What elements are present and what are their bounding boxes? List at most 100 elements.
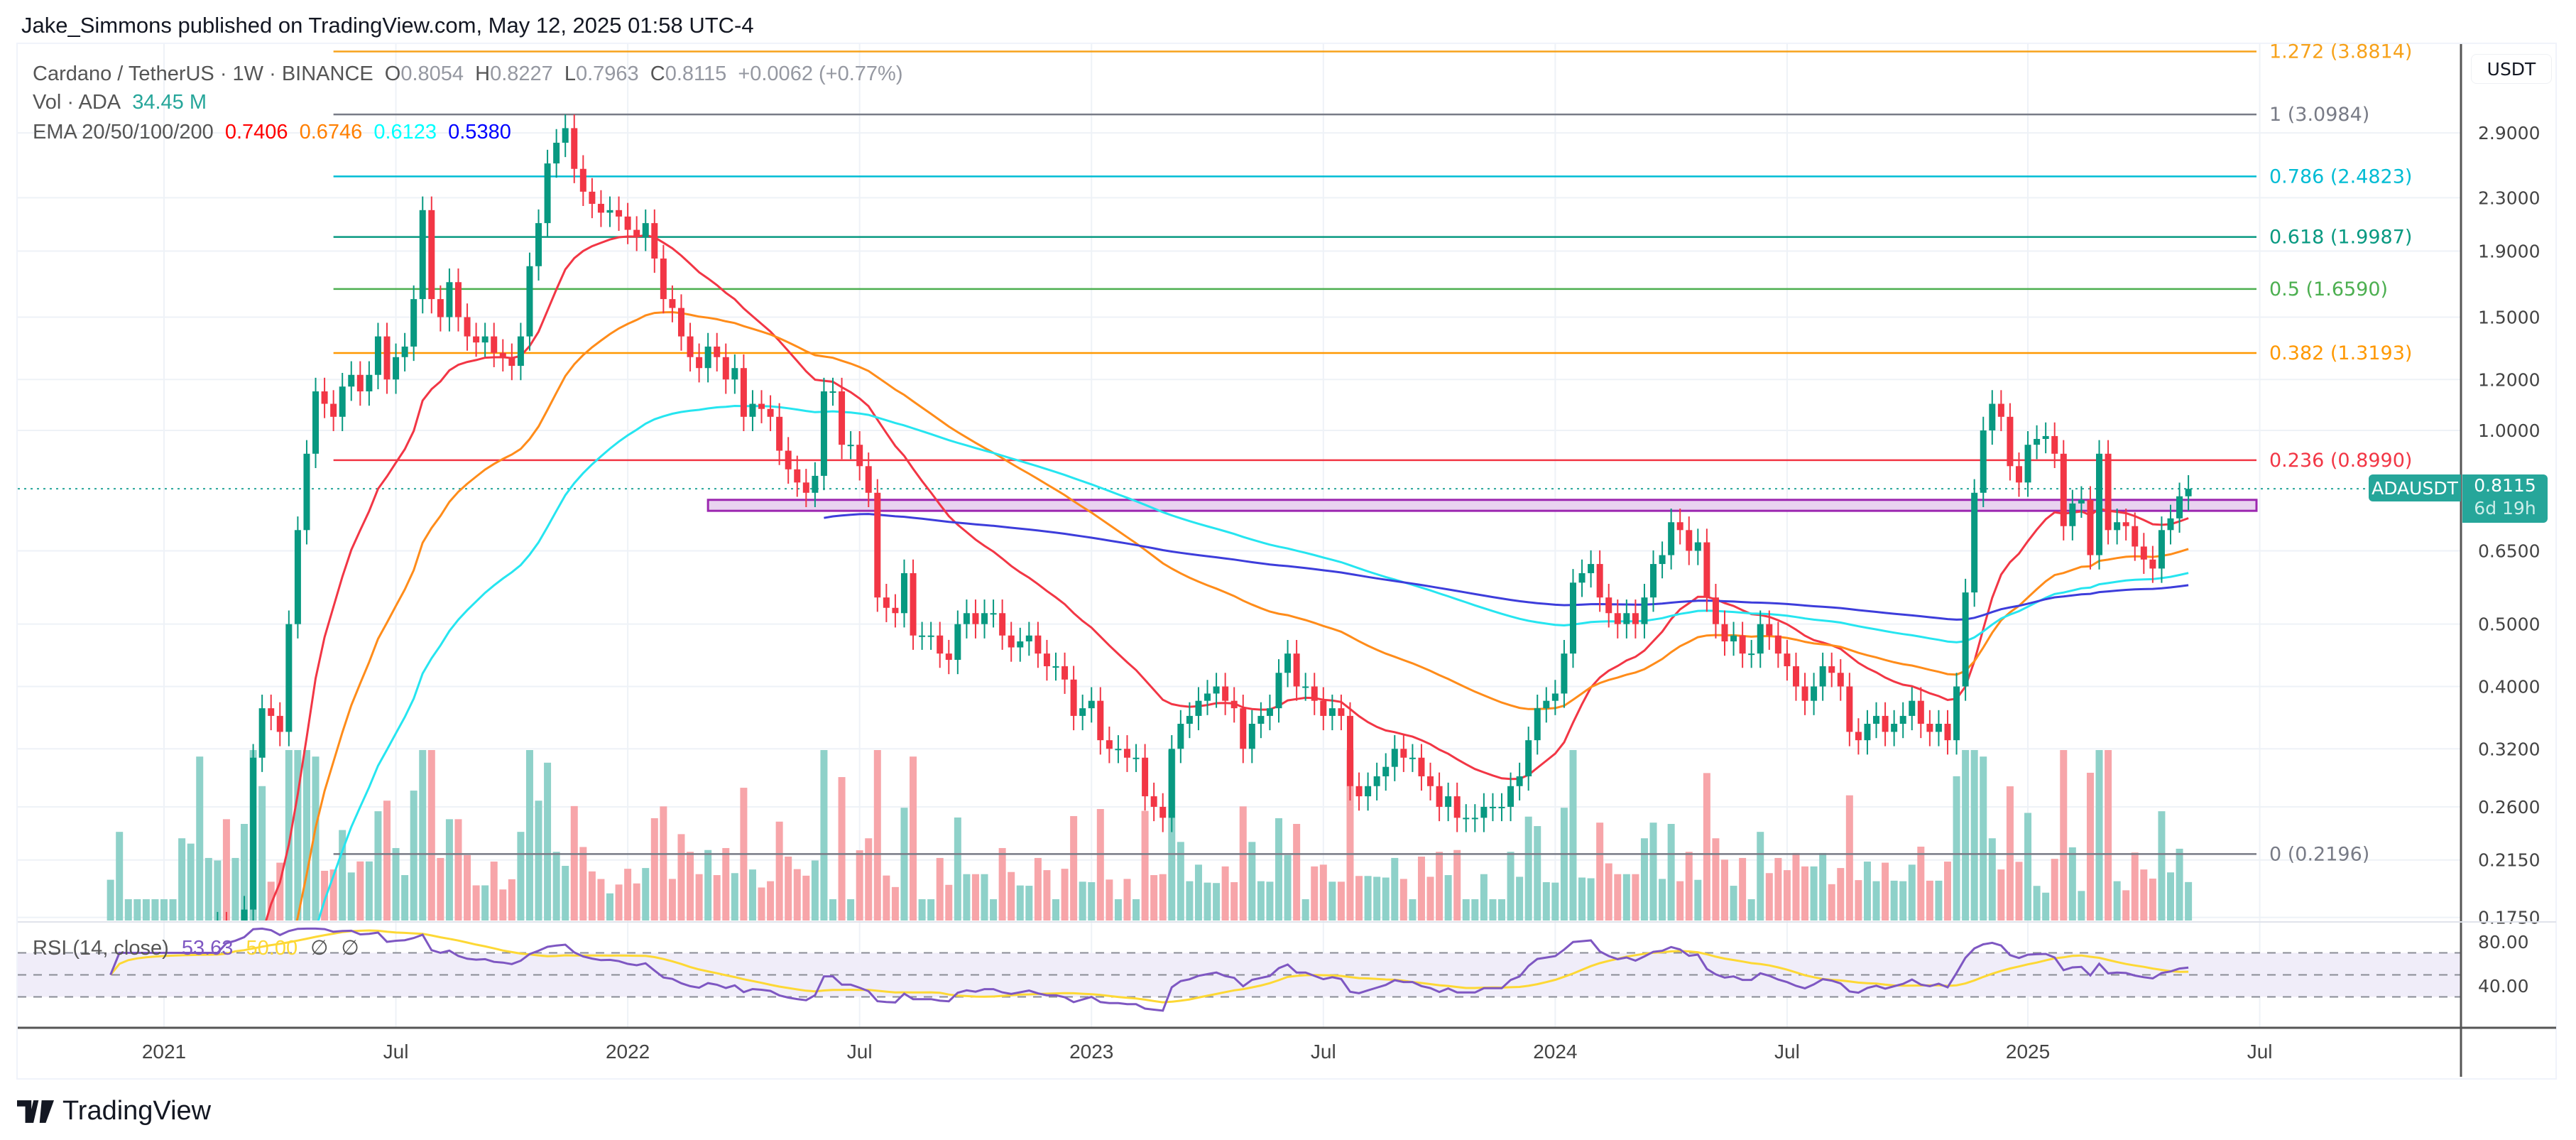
- volume-bar: [508, 879, 515, 921]
- volume-bar: [1498, 899, 1505, 921]
- candle: [1534, 708, 1541, 741]
- fib-retracement[interactable]: 1.272 (3.8814) 1 (3.0984) 0.786 (2.4823) 0.…: [18, 40, 2461, 865]
- volume-bar: [748, 869, 756, 921]
- volume-bar: [811, 860, 819, 921]
- volume-bar: [1159, 874, 1167, 921]
- time-tick-label: 2021: [142, 1041, 186, 1063]
- candle: [1275, 673, 1282, 709]
- candle: [704, 346, 711, 369]
- rsi-legend[interactable]: RSI (14, close) 53.63 50.00 ∅ ∅: [33, 935, 366, 960]
- volume-bar: [401, 875, 409, 921]
- volume-bar: [383, 800, 391, 921]
- fib-level-label: 0.618 (1.9987): [2269, 227, 2412, 249]
- volume-bar: [1417, 856, 1425, 921]
- volume-bar: [2158, 811, 2166, 921]
- volume-bar: [1801, 866, 1809, 921]
- volume-bar: [1542, 881, 1550, 921]
- volume-bar: [365, 861, 373, 921]
- volume-bar: [1632, 874, 1639, 921]
- volume-bar: [1453, 849, 1461, 921]
- volume-bar: [374, 811, 382, 921]
- volume-bar: [865, 838, 873, 921]
- candle: [1846, 686, 1853, 732]
- volume-bar: [472, 885, 480, 921]
- volume-bar: [1935, 880, 1943, 921]
- volume-bar: [1988, 838, 1996, 921]
- volume-bar: [1578, 877, 1586, 921]
- price-tick-label: 0.2150: [2478, 850, 2540, 871]
- candle: [1811, 686, 1818, 701]
- candle: [1944, 724, 1951, 741]
- candle: [1899, 715, 1906, 724]
- candle: [2096, 453, 2103, 555]
- volume-bar: [981, 874, 988, 921]
- candle: [1097, 700, 1104, 741]
- candle: [1142, 757, 1149, 797]
- volume-bar: [1008, 872, 1015, 921]
- time-tick-label: 2022: [606, 1041, 650, 1063]
- volume-bar: [517, 832, 525, 921]
- volume-bar: [1070, 815, 1078, 921]
- candle: [660, 258, 667, 300]
- candle: [1293, 653, 1300, 687]
- candle: [722, 357, 729, 380]
- symbol-legend[interactable]: Cardano / TetherUS · 1W · BINANCE O0.805…: [33, 63, 908, 86]
- ema20-line: [265, 234, 2189, 921]
- candle: [1480, 806, 1488, 818]
- ema-legend[interactable]: EMA 20/50/100/200 0.7406 0.6746 0.6123 0…: [33, 121, 517, 144]
- volume-bar: [945, 884, 953, 921]
- rsi-value: 53.63: [181, 937, 234, 960]
- candle: [2051, 435, 2058, 454]
- volume-bar: [427, 750, 435, 921]
- volume-bar: [1293, 823, 1301, 921]
- price-tick-label: 1.0000: [2478, 420, 2540, 441]
- volume-bar: [910, 756, 917, 921]
- candle: [170, 1074, 176, 1075]
- candle: [473, 336, 480, 343]
- volume-bar: [464, 854, 471, 921]
- volume-bar: [1640, 838, 1648, 921]
- volume-bar: [312, 756, 320, 921]
- candles: [152, 114, 2192, 1075]
- volume-bar: [1917, 846, 1925, 921]
- volume-value: 34.45 M: [132, 91, 207, 114]
- candle: [1391, 749, 1398, 767]
- candle: [696, 357, 703, 369]
- volume-bar: [1845, 795, 1853, 921]
- volume-bar: [1721, 859, 1728, 921]
- candle: [1159, 806, 1167, 818]
- candle: [464, 317, 471, 337]
- volume-bar: [1337, 881, 1345, 921]
- volume-bar: [2068, 847, 2076, 921]
- candle: [883, 597, 890, 608]
- currency-button[interactable]: USDT: [2471, 54, 2552, 84]
- tradingview-logo-icon: [17, 1100, 54, 1123]
- volume-legend[interactable]: Vol · ADA 34.45 M: [33, 91, 212, 114]
- volume-bar: [891, 886, 899, 921]
- volume-bar: [481, 885, 489, 921]
- candle: [517, 336, 524, 367]
- candle: [1543, 700, 1550, 709]
- volume-bar: [2105, 750, 2112, 921]
- volume-bar: [1168, 750, 1176, 921]
- candle: [1177, 724, 1184, 749]
- candle: [1569, 582, 1576, 654]
- candle: [250, 757, 257, 910]
- candle: [491, 336, 498, 353]
- volume-bar: [704, 849, 712, 921]
- volume-bar: [294, 750, 302, 921]
- volume-bar: [579, 847, 587, 921]
- candle: [1230, 700, 1238, 709]
- volume-bar: [1471, 899, 1479, 921]
- volume-bar: [1061, 869, 1069, 921]
- candle: [1909, 700, 1916, 716]
- candle: [1873, 715, 1880, 724]
- candle: [152, 1074, 158, 1075]
- volume-bar: [1266, 881, 1274, 921]
- tradingview-logo[interactable]: TradingView: [17, 1096, 211, 1127]
- volume-bar: [1560, 808, 1568, 921]
- volume-bar: [1614, 874, 1622, 921]
- candle: [981, 613, 988, 624]
- candle: [2185, 489, 2192, 496]
